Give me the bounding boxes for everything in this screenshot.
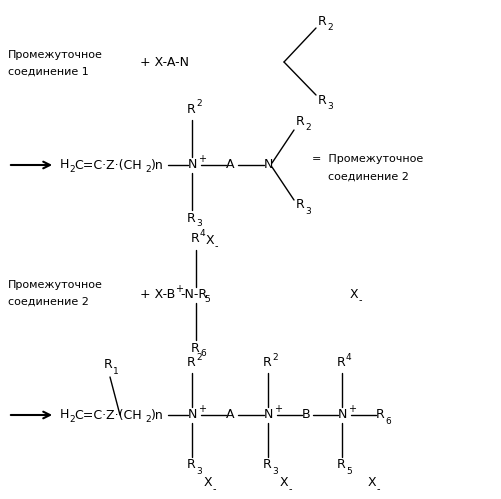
- Text: R: R: [336, 459, 345, 472]
- Text: R: R: [190, 341, 199, 354]
- Text: H: H: [60, 159, 69, 172]
- Text: +: +: [347, 404, 355, 414]
- Text: X: X: [349, 288, 358, 301]
- Text: 2: 2: [69, 166, 75, 175]
- Text: C=C·Z·(CH: C=C·Z·(CH: [74, 159, 141, 172]
- Text: 3: 3: [195, 467, 201, 476]
- Text: 2: 2: [145, 166, 150, 175]
- Text: 5: 5: [345, 467, 351, 476]
- Text: 2: 2: [145, 416, 150, 425]
- Text: + X-B: + X-B: [140, 288, 175, 301]
- Text: 2: 2: [69, 416, 75, 425]
- Text: +: +: [274, 404, 282, 414]
- Text: N: N: [264, 409, 273, 422]
- Text: Промежуточное: Промежуточное: [8, 280, 103, 290]
- Text: 4: 4: [345, 352, 351, 361]
- Text: X: X: [205, 234, 214, 247]
- Text: A: A: [225, 409, 234, 422]
- Text: 2: 2: [272, 352, 277, 361]
- Text: A: A: [225, 159, 234, 172]
- Text: 2: 2: [326, 22, 332, 31]
- Text: N: N: [188, 409, 197, 422]
- Text: 3: 3: [305, 207, 310, 216]
- Text: -: -: [289, 484, 292, 494]
- Text: R: R: [187, 102, 195, 115]
- Text: -: -: [376, 484, 380, 494]
- Text: R: R: [263, 356, 271, 369]
- Text: +: +: [197, 404, 205, 414]
- Text: R: R: [190, 233, 199, 246]
- Text: 1: 1: [113, 366, 119, 376]
- Text: 2: 2: [195, 352, 201, 361]
- Text: Промежуточное: Промежуточное: [8, 50, 103, 60]
- Text: +: +: [175, 284, 183, 294]
- Text: )n: )n: [151, 159, 163, 172]
- Text: B: B: [302, 409, 310, 422]
- Text: H: H: [60, 409, 69, 422]
- Text: -: -: [212, 484, 216, 494]
- Text: 2: 2: [305, 122, 310, 132]
- Text: соединение 2: соединение 2: [327, 172, 408, 182]
- Text: N: N: [337, 409, 347, 422]
- Text: )n: )n: [151, 409, 163, 422]
- Text: =  Промежуточное: = Промежуточное: [312, 154, 422, 164]
- Text: R: R: [296, 114, 304, 128]
- Text: R: R: [187, 356, 195, 369]
- Text: -: -: [358, 295, 362, 305]
- Text: 3: 3: [326, 101, 332, 110]
- Text: R: R: [296, 199, 304, 212]
- Text: R: R: [187, 212, 195, 225]
- Text: + X-A-N: + X-A-N: [140, 55, 188, 68]
- Text: -N-R: -N-R: [180, 288, 207, 301]
- Text: R: R: [317, 93, 326, 106]
- Text: N: N: [188, 159, 197, 172]
- Text: -: -: [214, 241, 218, 251]
- Text: X: X: [280, 477, 288, 490]
- Text: N: N: [264, 159, 273, 172]
- Text: соединение 1: соединение 1: [8, 67, 89, 77]
- Text: R: R: [263, 459, 271, 472]
- Text: 6: 6: [384, 417, 390, 426]
- Text: соединение 2: соединение 2: [8, 297, 89, 307]
- Text: 3: 3: [195, 220, 201, 229]
- Text: 5: 5: [203, 295, 209, 304]
- Text: C=C·Z·(CH: C=C·Z·(CH: [74, 409, 141, 422]
- Text: R: R: [317, 14, 326, 27]
- Text: 3: 3: [272, 467, 277, 476]
- Text: R: R: [104, 358, 113, 371]
- Text: X: X: [203, 477, 212, 490]
- Text: 6: 6: [199, 349, 205, 358]
- Text: R: R: [187, 459, 195, 472]
- Text: +: +: [197, 154, 205, 164]
- Text: R: R: [375, 409, 384, 422]
- Text: 2: 2: [195, 98, 201, 107]
- Text: R: R: [336, 356, 345, 369]
- Text: X: X: [367, 477, 376, 490]
- Text: 4: 4: [199, 229, 205, 238]
